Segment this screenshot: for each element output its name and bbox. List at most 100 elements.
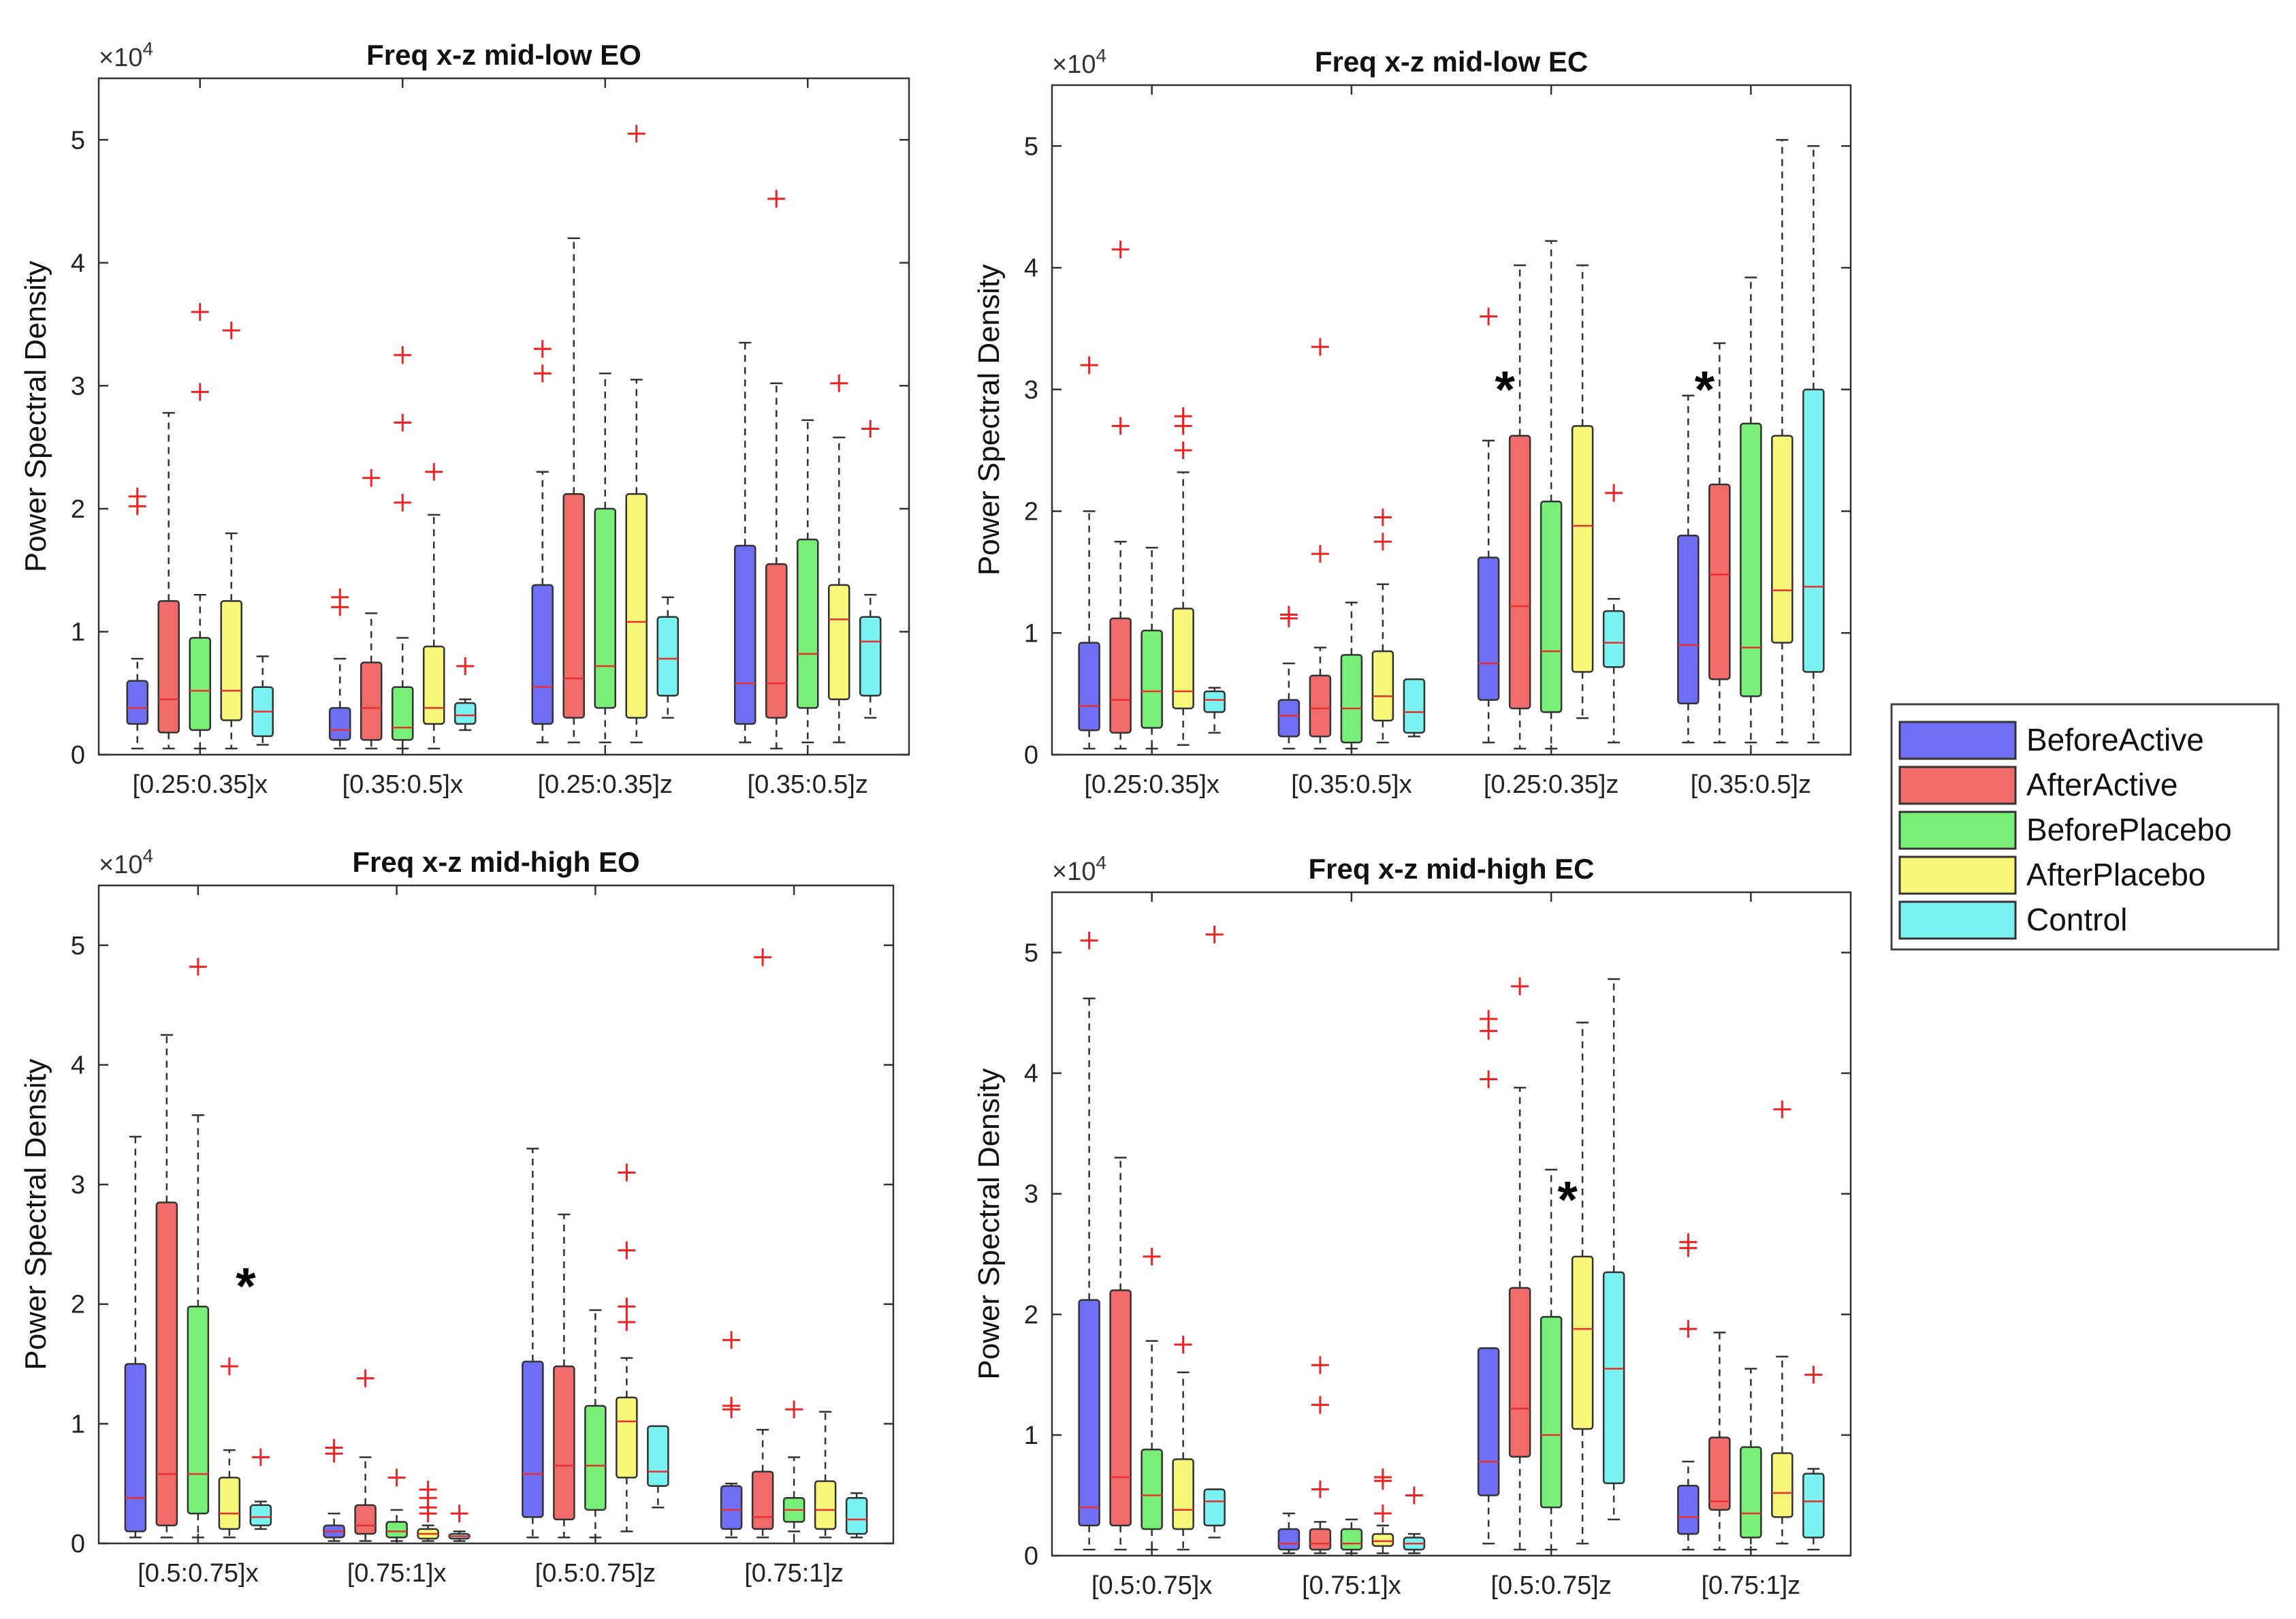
box-afteractive <box>562 492 585 719</box>
plot-area <box>97 884 895 1545</box>
legend-label-afteractive: AfterActive <box>2026 767 2178 802</box>
y-tick-label: 0 <box>1024 1542 1038 1571</box>
y-tick-label: 4 <box>1024 254 1038 283</box>
outlier-marker <box>356 1369 374 1387</box>
box-afterplacebo <box>220 600 242 721</box>
y-axis-label: Power Spectral Density <box>19 261 52 572</box>
box-beforeplacebo <box>392 686 414 741</box>
box-control <box>1802 1473 1825 1539</box>
box-afterplacebo <box>1371 1532 1394 1547</box>
x-tick-label: [0.5:0.75]z <box>535 1559 656 1588</box>
y-tick-label: 2 <box>1024 498 1038 526</box>
y-tick-label: 5 <box>71 932 85 960</box>
legend-label-beforeplacebo: BeforePlacebo <box>2026 812 2232 847</box>
box-beforeactive <box>720 1485 743 1530</box>
box-afteractive <box>553 1365 575 1521</box>
outlier-marker <box>1373 1505 1392 1523</box>
box-afterplacebo <box>1571 425 1594 673</box>
outlier-marker <box>861 420 880 438</box>
legend-label-control: Control <box>2026 902 2127 937</box>
y-tick-label: 3 <box>1024 1180 1038 1209</box>
box-afterplacebo <box>423 645 445 725</box>
box-beforeplacebo <box>1340 1528 1363 1551</box>
outlier-marker <box>394 346 412 364</box>
outlier-marker <box>1174 407 1192 426</box>
x-tick-label: [0.25:0.35]z <box>537 770 673 799</box>
box-beforeplacebo <box>1540 500 1563 713</box>
outlier-marker <box>1311 545 1329 563</box>
plot-area <box>1051 84 1852 756</box>
x-tick-label: [0.5:0.75]x <box>1091 1571 1212 1600</box>
box-afteractive <box>751 1471 774 1530</box>
outlier-marker <box>618 1298 636 1316</box>
y-tick-label: 1 <box>1024 1421 1038 1450</box>
box-control <box>1602 1271 1625 1484</box>
outlier-marker <box>1804 1366 1823 1384</box>
box-control <box>656 616 679 697</box>
box-afteractive <box>765 563 788 719</box>
box-beforeplacebo <box>1141 1448 1163 1530</box>
box-beforeactive <box>1078 642 1100 732</box>
box-beforeplacebo <box>797 538 819 709</box>
outlier-marker <box>1373 1468 1392 1486</box>
y-tick-label: 5 <box>71 126 85 155</box>
outlier-marker <box>1405 1486 1423 1505</box>
outlier-marker <box>251 1448 270 1466</box>
legend-label-afterplacebo: AfterPlacebo <box>2026 857 2205 892</box>
y-tick-label: 2 <box>71 495 85 524</box>
outlier-marker <box>325 1439 343 1457</box>
outlier-marker <box>394 413 412 432</box>
exponent-base: ×10 <box>99 44 142 72</box>
outlier-marker <box>1080 356 1098 375</box>
legend: BeforeActive AfterActive BeforePlacebo Afte… <box>1890 703 2280 951</box>
outlier-marker <box>1174 441 1192 460</box>
outlier-marker <box>220 1357 238 1376</box>
outlier-marker <box>533 364 552 383</box>
legend-swatch-beforeactive <box>1898 721 2017 760</box>
box-beforeactive <box>531 584 554 725</box>
outlier-marker <box>1605 484 1623 502</box>
box-afteractive <box>1508 1287 1531 1458</box>
box-afterplacebo <box>1771 435 1793 644</box>
box-beforeactive <box>329 707 351 741</box>
outlier-marker <box>533 340 552 358</box>
box-beforeactive <box>522 1360 544 1518</box>
box-afterplacebo <box>814 1480 837 1530</box>
x-tick-label: [0.5:0.75]z <box>1490 1571 1611 1600</box>
outlier-marker <box>1773 1100 1791 1118</box>
box-beforeplacebo <box>1340 654 1363 744</box>
chart-title: Freq x-z mid-high EO <box>352 846 639 878</box>
box-beforeactive <box>1277 1528 1301 1551</box>
box-control <box>1602 610 1625 668</box>
box-afteractive <box>1508 435 1531 710</box>
plot-area <box>1051 891 1852 1557</box>
box-afteractive <box>1309 1528 1332 1551</box>
legend-swatch-afterplacebo <box>1898 855 2017 895</box>
y-axis-label: Power Spectral Density <box>972 1068 1006 1379</box>
outlier-marker <box>1311 1356 1329 1374</box>
outlier-marker <box>394 493 412 512</box>
box-beforeplacebo <box>584 1404 607 1511</box>
box-beforeplacebo <box>594 507 616 709</box>
exponent-base: ×10 <box>1052 50 1096 79</box>
exponent-power: 4 <box>142 38 153 59</box>
box-beforeactive <box>124 1363 147 1532</box>
exponent-base: ×10 <box>99 851 142 879</box>
outlier-marker <box>222 321 240 340</box>
outlier-marker <box>767 189 786 208</box>
box-beforeactive <box>734 544 756 725</box>
y-exponent-label: ×104 <box>99 38 153 72</box>
box-afteractive <box>1708 1436 1731 1511</box>
y-tick-label: 5 <box>1024 132 1038 161</box>
box-control <box>1203 1488 1226 1526</box>
y-tick-label: 3 <box>71 1171 85 1199</box>
outlier-marker <box>618 1163 636 1182</box>
box-afterplacebo <box>1571 1255 1594 1430</box>
chart-title: Freq x-z mid-high EC <box>1309 853 1595 885</box>
significance-star: * <box>1557 1172 1578 1229</box>
y-tick-label: 0 <box>1024 741 1038 770</box>
outlier-marker <box>754 948 772 966</box>
y-exponent-label: ×104 <box>1052 852 1106 886</box>
x-tick-label: [0.35:0.5]z <box>1691 770 1811 799</box>
